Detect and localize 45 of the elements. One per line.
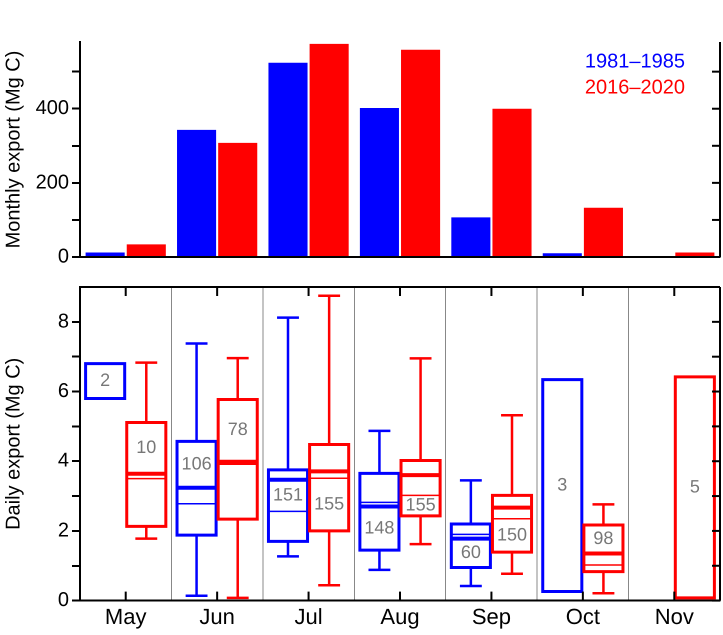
text: 151 <box>272 484 304 505</box>
text: 5 <box>690 476 700 496</box>
y-tick-label: 0 <box>58 589 69 612</box>
text: 150 <box>496 524 528 544</box>
y-axis-title: Daily export (Mg C) <box>2 358 25 530</box>
text: 2016–2020 <box>584 76 685 99</box>
y-tick-label: 0 <box>58 246 69 268</box>
bar <box>492 108 532 256</box>
y-tick-label: 4 <box>58 450 69 472</box>
text: 78 <box>228 419 248 440</box>
bar <box>86 252 125 256</box>
x-tick-label: Nov <box>654 604 694 629</box>
bar <box>451 217 490 256</box>
y-axis-title: Monthly export (Mg C) <box>2 50 25 248</box>
text: 148 <box>364 517 394 538</box>
x-tick-label: Jul <box>294 604 323 629</box>
bar <box>675 252 714 256</box>
text: 155 <box>314 494 344 514</box>
text: 106 <box>182 454 212 474</box>
y-tick-label: 400 <box>36 97 69 120</box>
text: 155 <box>406 494 436 515</box>
text: 3 <box>557 474 568 495</box>
bar <box>584 208 623 256</box>
x-tick-label: Sep <box>472 604 512 629</box>
bar <box>542 253 582 256</box>
text: 60 <box>460 542 481 562</box>
bar <box>126 244 166 256</box>
y-tick-label: 8 <box>58 310 69 332</box>
y-tick-label: 2 <box>58 519 69 542</box>
y-tick-label: 6 <box>58 380 69 402</box>
bar <box>310 44 349 256</box>
text: 1981–1985 <box>584 50 685 73</box>
text: 98 <box>593 528 614 548</box>
x-tick-label: Oct <box>566 604 600 629</box>
text: 10 <box>136 437 156 458</box>
x-tick-label: Jun <box>199 604 235 629</box>
bar <box>401 50 440 256</box>
bar <box>360 108 399 256</box>
bar <box>177 130 216 256</box>
bar <box>218 142 258 256</box>
text: 2 <box>100 370 110 390</box>
bar <box>268 62 308 256</box>
y-tick-label: 200 <box>36 171 69 194</box>
x-tick-label: May <box>104 604 146 629</box>
x-tick-label: Aug <box>380 604 420 629</box>
